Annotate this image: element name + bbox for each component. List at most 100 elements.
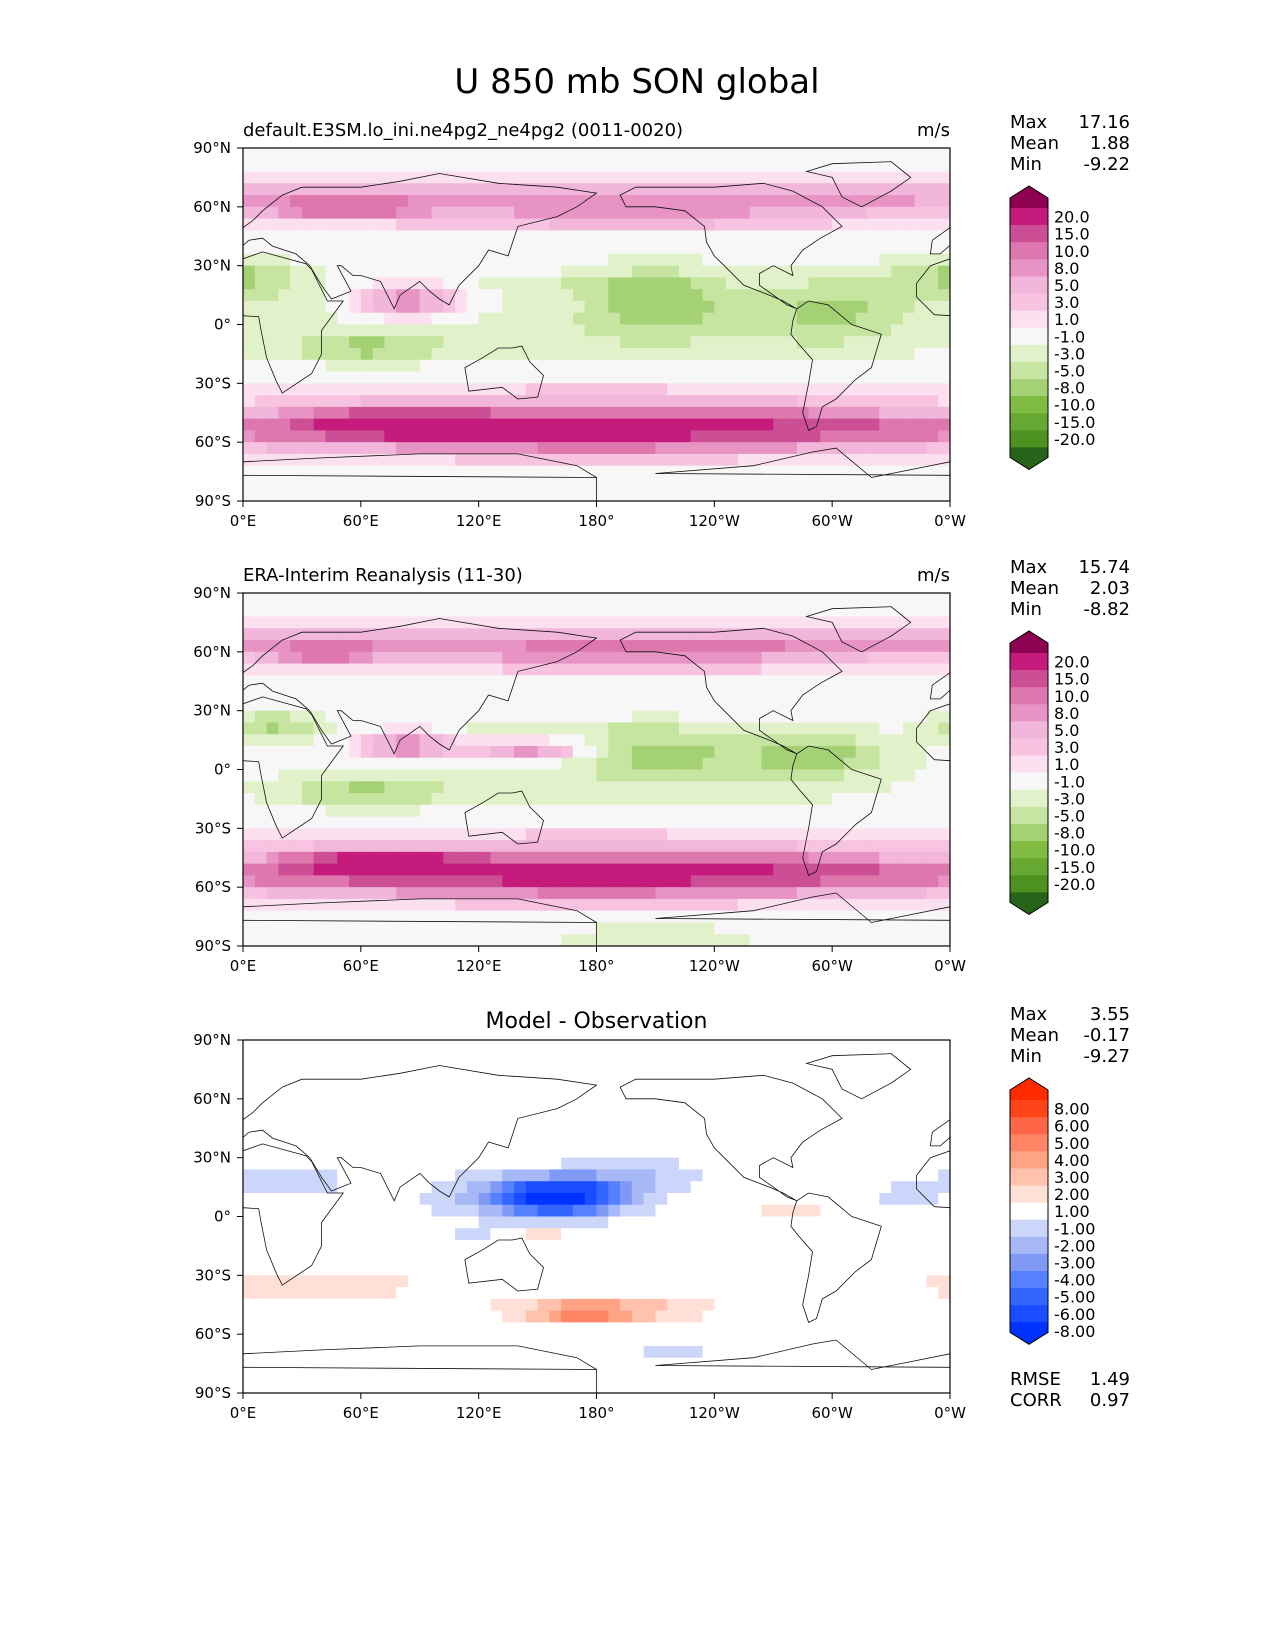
field-cell bbox=[867, 793, 880, 806]
field-cell bbox=[761, 875, 774, 888]
field-cell bbox=[431, 640, 444, 653]
field-cell bbox=[655, 1051, 668, 1065]
field-cell bbox=[266, 183, 279, 196]
field-cell bbox=[372, 195, 385, 208]
field-cell bbox=[926, 348, 939, 361]
field-cell bbox=[690, 804, 704, 818]
field-cell bbox=[502, 183, 515, 196]
field-cell bbox=[243, 1169, 256, 1182]
field-cell bbox=[372, 406, 385, 420]
field-cell bbox=[443, 840, 456, 853]
field-cell bbox=[443, 1204, 456, 1218]
field-cell bbox=[466, 383, 480, 396]
field-cell bbox=[584, 159, 598, 173]
field-cell bbox=[325, 922, 338, 935]
field-cell bbox=[596, 1087, 609, 1100]
field-cell bbox=[690, 745, 704, 759]
field-cell bbox=[620, 710, 633, 724]
field-cell bbox=[596, 710, 609, 724]
field-cell bbox=[349, 418, 362, 431]
field-cell bbox=[773, 593, 786, 606]
field-cell bbox=[419, 616, 433, 629]
field-cell bbox=[337, 922, 350, 935]
field-cell bbox=[407, 640, 421, 653]
field-cell bbox=[254, 1145, 268, 1159]
field-cell bbox=[843, 604, 857, 618]
field-cell bbox=[490, 757, 503, 771]
field-cell bbox=[867, 710, 880, 724]
field-cell bbox=[879, 418, 892, 431]
field-cell bbox=[938, 195, 950, 208]
field-cell bbox=[278, 406, 291, 420]
field-cell bbox=[737, 1063, 751, 1076]
field-cell bbox=[561, 1063, 574, 1076]
field-cell bbox=[690, 651, 704, 665]
field-cell bbox=[372, 453, 385, 467]
field-cell bbox=[902, 1216, 916, 1229]
field-cell bbox=[608, 230, 621, 243]
field-cell bbox=[572, 851, 586, 865]
field-cell bbox=[431, 465, 444, 479]
field-cell bbox=[584, 887, 598, 900]
field-cell bbox=[502, 793, 515, 806]
field-cell bbox=[419, 1098, 433, 1112]
field-cell bbox=[490, 828, 503, 841]
field-cell bbox=[596, 218, 609, 231]
field-cell bbox=[561, 1263, 574, 1276]
field-cell bbox=[867, 195, 880, 208]
field-cell bbox=[761, 1216, 774, 1229]
field-cell bbox=[737, 1251, 751, 1265]
field-cell bbox=[643, 793, 657, 806]
field-cell bbox=[254, 922, 268, 935]
field-cell bbox=[455, 816, 468, 829]
field-cell bbox=[867, 1110, 880, 1123]
field-cell bbox=[785, 336, 798, 349]
field-cell bbox=[726, 651, 739, 665]
field-cell bbox=[643, 1251, 657, 1265]
field-cell bbox=[537, 1216, 550, 1229]
field-cell bbox=[737, 1087, 751, 1100]
field-cell bbox=[584, 616, 598, 629]
field-cell bbox=[608, 359, 621, 373]
field-cell bbox=[773, 218, 786, 231]
field-cell bbox=[785, 757, 798, 771]
field-cell bbox=[596, 348, 609, 361]
field-cell bbox=[407, 675, 421, 688]
field-cell bbox=[360, 887, 374, 900]
field-cell bbox=[737, 265, 751, 279]
field-cell bbox=[561, 336, 574, 349]
field-cell bbox=[478, 465, 492, 479]
field-cell bbox=[643, 265, 657, 279]
field-cell bbox=[407, 863, 421, 876]
field-cell bbox=[820, 1263, 833, 1276]
field-cell bbox=[243, 628, 256, 641]
field-cell bbox=[313, 300, 327, 314]
field-cell bbox=[631, 1181, 645, 1194]
field-cell bbox=[678, 242, 692, 255]
field-cell bbox=[478, 593, 492, 606]
field-cell bbox=[349, 804, 362, 818]
field-cell bbox=[690, 1169, 704, 1182]
field-cell bbox=[478, 675, 492, 688]
field-cell bbox=[726, 640, 739, 653]
field-cell bbox=[596, 171, 609, 184]
field-cell bbox=[773, 710, 786, 724]
field-cell bbox=[584, 1251, 598, 1265]
field-cell bbox=[808, 383, 821, 396]
field-cell bbox=[525, 1122, 539, 1135]
field-cell bbox=[243, 430, 256, 443]
field-cell bbox=[620, 1240, 633, 1253]
field-cell bbox=[855, 769, 869, 782]
field-cell bbox=[914, 863, 928, 876]
field-cell bbox=[749, 1192, 763, 1206]
field-cell bbox=[737, 734, 751, 747]
field-cell bbox=[761, 828, 774, 841]
field-cell bbox=[396, 887, 409, 900]
field-cell bbox=[525, 781, 539, 794]
field-cell bbox=[690, 1216, 704, 1229]
field-cell bbox=[290, 1275, 303, 1288]
field-cell bbox=[254, 348, 268, 361]
field-cell bbox=[290, 489, 303, 501]
field-cell bbox=[667, 887, 680, 900]
field-cell bbox=[372, 383, 385, 396]
